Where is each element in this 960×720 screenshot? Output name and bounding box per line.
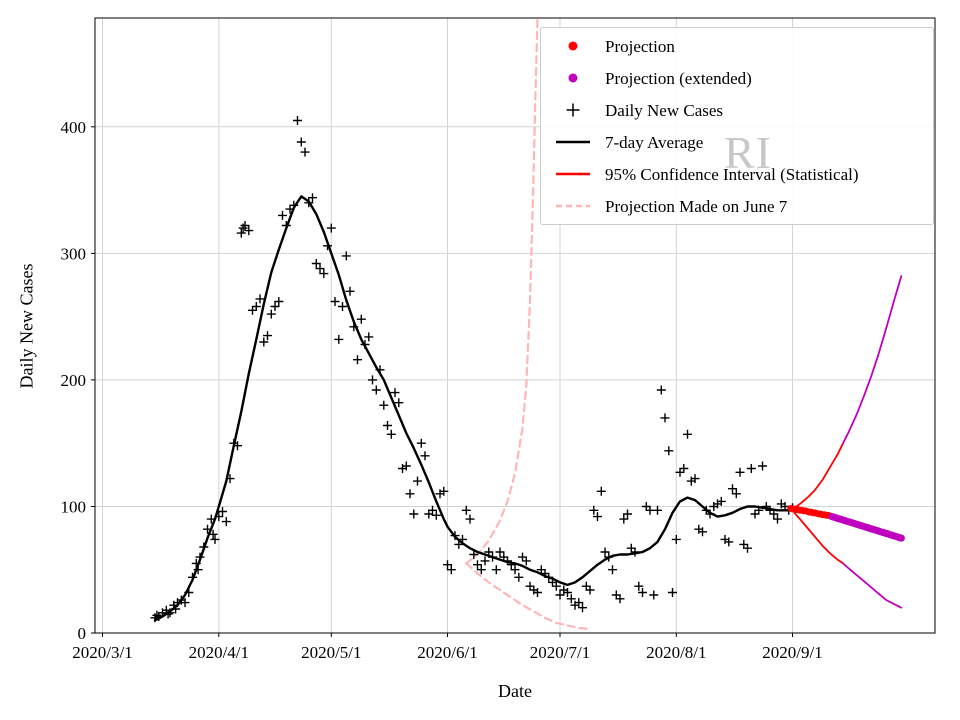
dot-marker-icon (568, 73, 578, 83)
x-tick-label: 2020/4/1 (189, 643, 249, 662)
line-marker-icon (556, 140, 590, 144)
series-projection-extended-upper (842, 275, 903, 445)
y-tick-label: 400 (61, 118, 87, 137)
legend-label: Projection Made on June 7 (605, 196, 788, 216)
series-seven-day-average (153, 195, 809, 622)
dot-marker-icon (568, 41, 578, 51)
legend-item-4: 95% Confidence Interval (Statistical) (553, 165, 921, 183)
legend-label: 95% Confidence Interval (Statistical) (605, 164, 859, 184)
legend-item-0: Projection (553, 37, 921, 55)
legend-label: Projection (extended) (605, 68, 752, 88)
legend-label: 7-day Average (605, 132, 704, 152)
series-ci-lower (793, 511, 844, 565)
y-tick-label: 100 (61, 498, 87, 517)
legend-item-2: Daily New Cases (553, 101, 921, 119)
series-ci-upper (793, 442, 844, 509)
plus-marker-icon (566, 103, 580, 117)
x-tick-label: 2020/9/1 (762, 643, 822, 662)
legend: Projection Projection (extended) Daily New… (540, 27, 934, 225)
series-june7-projection-lower (465, 562, 592, 631)
line-marker-icon (556, 172, 590, 176)
x-axis-title: Date (498, 681, 532, 701)
y-tick-label: 0 (78, 624, 87, 643)
x-tick-label: 2020/6/1 (417, 643, 477, 662)
x-tick-label: 2020/7/1 (530, 643, 590, 662)
legend-item-3: 7-day Average (553, 133, 921, 151)
series-june7-projection-upper (465, 16, 539, 565)
legend-label: Daily New Cases (605, 100, 724, 120)
plot-border (94, 17, 936, 634)
x-tick-label: 2020/5/1 (301, 643, 361, 662)
y-axis-title: Daily New Cases (16, 263, 37, 389)
series-projection-extended-lower (842, 562, 903, 609)
series-daily-new-cases (150, 116, 797, 623)
legend-item-1: Projection (extended) (553, 69, 921, 87)
x-tick-label: 2020/8/1 (646, 643, 706, 662)
legend-item-5: Projection Made on June 7 (553, 197, 921, 215)
series-projection-extended (828, 513, 905, 542)
x-tick-label: 2020/3/1 (72, 643, 132, 662)
legend-label: Projection (605, 36, 675, 56)
series-projection (787, 505, 834, 520)
y-tick-label: 200 (61, 371, 87, 390)
dashed-line-marker-icon (556, 204, 590, 208)
y-tick-label: 300 (61, 244, 87, 263)
